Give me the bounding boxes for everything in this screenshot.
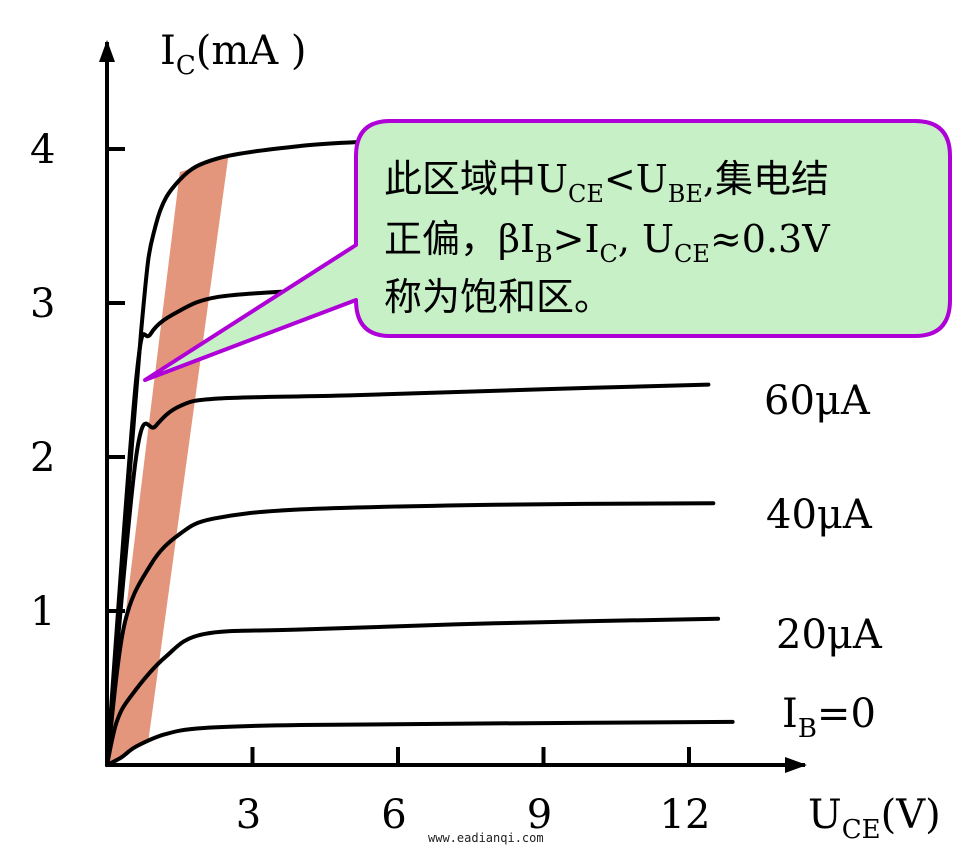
callout-line-3: 称为饱和区。 [384, 275, 612, 319]
x-tick-label: 6 [381, 792, 406, 838]
x-axis-label: UCE(V) [808, 792, 941, 845]
callout-line-1: 此区域中UCE<UBE,集电结 [384, 157, 829, 208]
series-label: 40μA [766, 492, 873, 538]
curve-ib-0 [105, 719, 735, 767]
curve-20-a [105, 616, 721, 767]
series-label: IB=0 [782, 691, 876, 744]
curve-60-a [105, 382, 711, 767]
x-tick-label: 9 [527, 792, 552, 838]
callout-line-2: 正偏，βIB>IC, UCE≈0.3V [384, 217, 830, 268]
y-tick-label: 1 [30, 589, 55, 635]
series-label: 20μA [776, 612, 883, 658]
series-label: 60μA [764, 378, 871, 424]
y-axis-label: IC(mA ) [160, 28, 306, 81]
y-tick-label: 4 [30, 127, 55, 173]
watermark: www.eadianqi.com [428, 831, 544, 845]
y-tick-label: 2 [30, 435, 55, 481]
curve-100-a [105, 139, 376, 767]
x-tick-label: 12 [660, 792, 711, 838]
callout-bubble [143, 119, 952, 382]
saturation-region [107, 156, 229, 765]
x-tick-label: 3 [236, 792, 261, 838]
y-tick-label: 3 [30, 281, 55, 327]
curve-40-a [105, 501, 716, 767]
